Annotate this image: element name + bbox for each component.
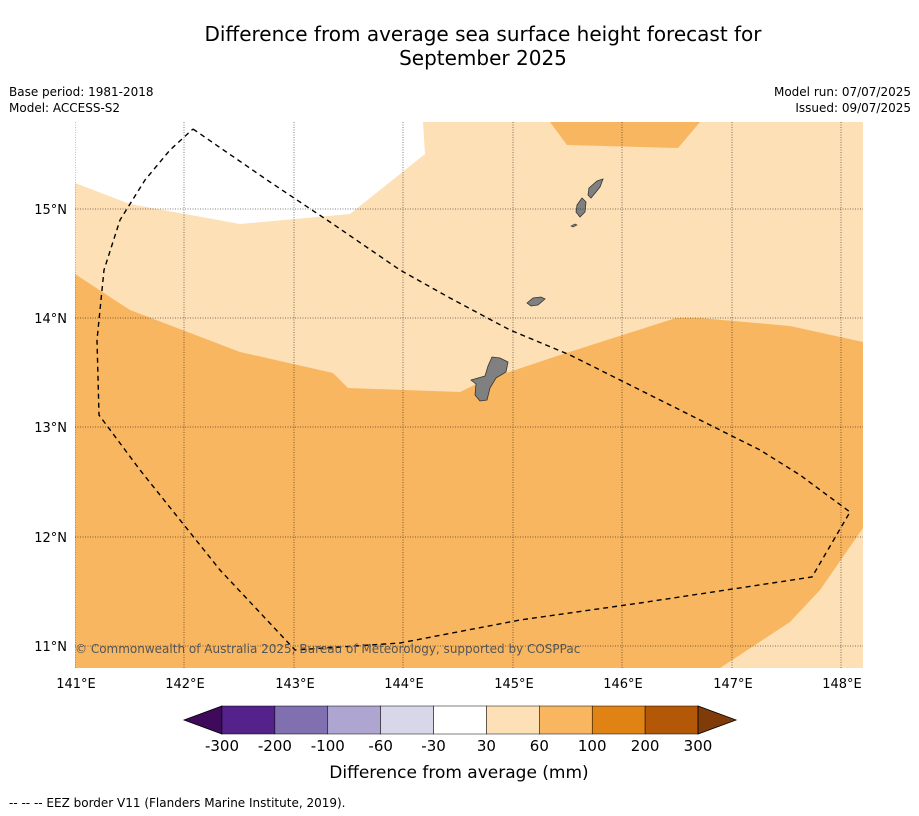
colorbar-segment — [380, 705, 434, 735]
colorbar-segment — [221, 705, 276, 735]
colorbar-low-extend — [182, 705, 223, 735]
colorbar-tick-label: -100 — [311, 737, 345, 755]
colorbar-segment — [486, 705, 540, 735]
colorbar-tick-label: 300 — [684, 737, 713, 755]
lon-tick-label: 141°E — [56, 677, 96, 692]
lat-tick-label: 13°N — [34, 421, 67, 436]
chart-title: Difference from average sea surface heig… — [0, 22, 919, 70]
colorbar-tick-label: 100 — [578, 737, 607, 755]
copyright-text: © Commonwealth of Australia 2025, Bureau… — [75, 642, 580, 656]
model-run-text: Model run: 07/07/2025 — [773, 85, 911, 99]
colorbar-segment — [433, 705, 487, 735]
saipan-island — [587, 178, 604, 199]
lon-tick-label: 143°E — [275, 677, 315, 692]
colorbar-tick-label: 30 — [477, 737, 496, 755]
meta-right: Model run: 07/07/2025 Issued: 09/07/2025 — [774, 84, 911, 116]
map-area: © Commonwealth of Australia 2025, Bureau… — [75, 122, 863, 668]
latitude-labels: 15°N 14°N 13°N 12°N 11°N — [34, 203, 67, 655]
colorbar-segment — [274, 705, 329, 735]
colorbar-segment — [327, 705, 381, 735]
colorbar-high-extend — [697, 705, 738, 735]
colorbar-label: Difference from average (mm) — [329, 763, 588, 783]
lon-tick-label: 148°E — [822, 677, 862, 692]
issued-text: Issued: 09/07/2025 — [795, 101, 911, 115]
lon-tick-label: 146°E — [603, 677, 643, 692]
colorbar-tick-label: 200 — [631, 737, 660, 755]
colorbar-segment — [591, 705, 646, 735]
lat-tick-label: 12°N — [34, 531, 67, 546]
lat-tick-label: 11°N — [34, 640, 67, 655]
base-period-text: Base period: 1981-2018 — [9, 85, 154, 99]
lat-tick-label: 15°N — [34, 203, 67, 218]
colorbar-segment — [539, 705, 593, 735]
colorbar-tick-label: -30 — [421, 737, 446, 755]
longitude-labels: 141°E 142°E 143°E 144°E 145°E 146°E 147°E 148°E — [56, 677, 862, 692]
lon-tick-label: 147°E — [713, 677, 753, 692]
tinian-island — [575, 197, 587, 218]
meta-left: Base period: 1981-2018 Model: ACCESS-S2 — [9, 84, 154, 116]
guam-island — [470, 356, 509, 402]
colorbar-segment — [644, 705, 699, 735]
aguijan-islet — [570, 223, 578, 228]
lon-tick-label: 145°E — [494, 677, 534, 692]
lat-tick-label: 14°N — [34, 312, 67, 327]
title-line-1: Difference from average sea surface heig… — [204, 22, 762, 46]
colorbar-tick-label: -60 — [368, 737, 393, 755]
colorbar-tick-label: -300 — [205, 737, 239, 755]
colorbar: -300 -200 -100 -60 -30 30 60 100 200 300 — [182, 705, 738, 755]
colorbar-tick-label: 60 — [530, 737, 549, 755]
colorbar-tick-label: -200 — [258, 737, 292, 755]
eez-border-line — [96, 128, 851, 651]
lon-tick-label: 142°E — [165, 677, 205, 692]
lon-tick-label: 144°E — [384, 677, 424, 692]
title-line-2: September 2025 — [399, 46, 567, 70]
anomaly-zone-60-100-south — [75, 274, 863, 668]
map-figure: © Commonwealth of Australia 2025, Bureau… — [34, 122, 863, 783]
rota-island — [526, 296, 546, 307]
anomaly-zone-60-100-north — [550, 122, 700, 148]
model-text: Model: ACCESS-S2 — [9, 101, 121, 115]
eez-legend-text: -- -- -- EEZ border V11 (Flanders Marine… — [9, 796, 346, 810]
gridlines — [75, 122, 863, 668]
